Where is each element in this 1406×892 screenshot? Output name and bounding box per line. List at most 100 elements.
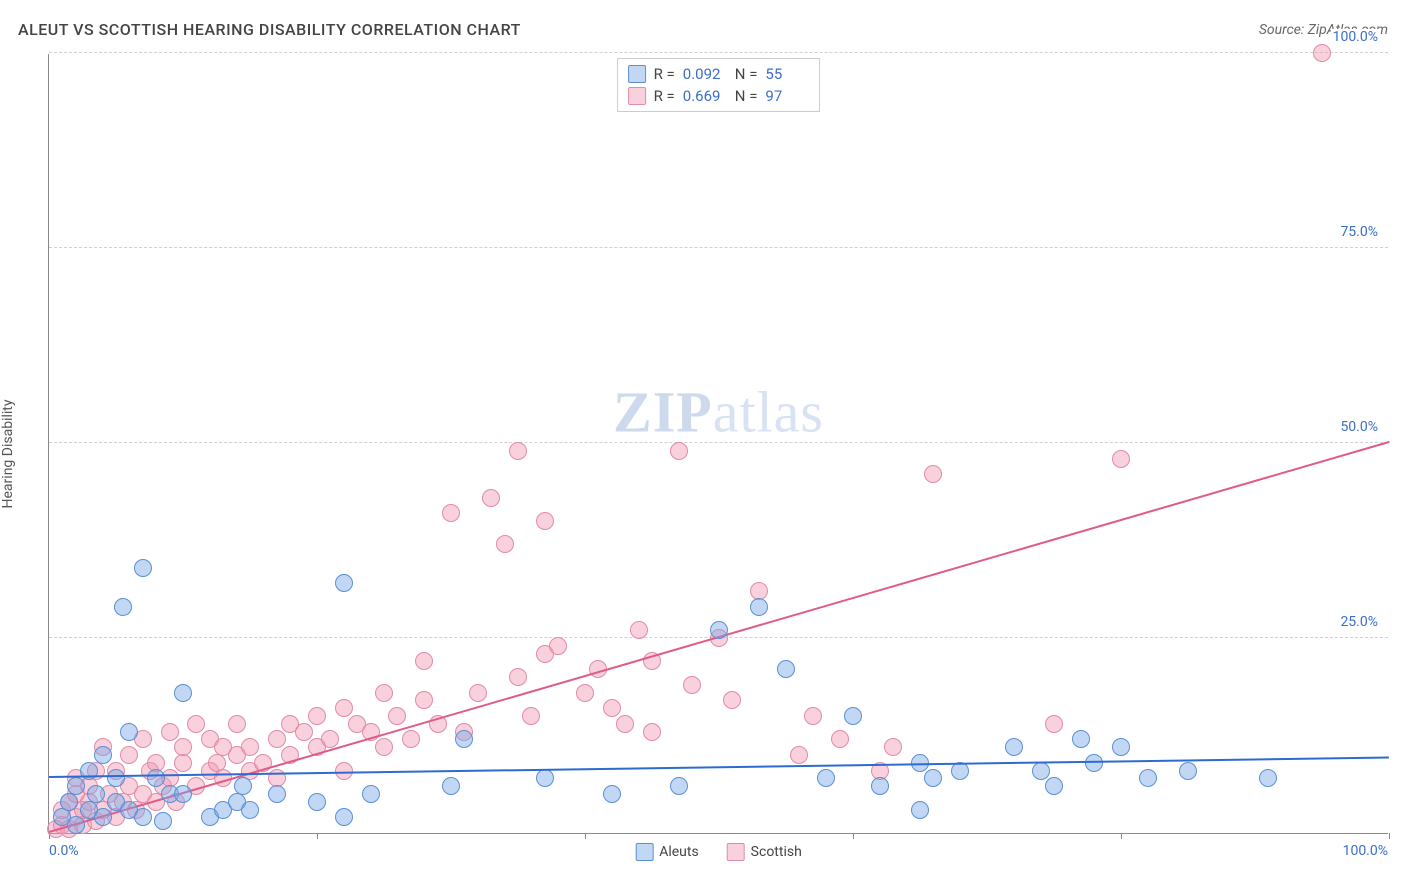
data-point-aleuts [924,769,942,787]
x-tick-min: 0.0% [49,843,79,859]
data-point-scottish [482,489,500,507]
data-point-scottish [576,684,594,702]
data-point-aleuts [871,777,889,795]
data-point-aleuts [335,808,353,826]
x-tick-max: 100.0% [1343,843,1388,859]
data-point-scottish [924,465,942,483]
legend-row-scottish: R = 0.669 N = 97 [628,85,810,107]
data-point-scottish [268,730,286,748]
grid-line [49,52,1388,53]
data-point-aleuts [1179,762,1197,780]
series-legend: Aleuts Scottish [635,843,802,861]
data-point-scottish [884,738,902,756]
data-point-aleuts [114,598,132,616]
swatch-scottish [628,87,646,105]
data-point-scottish [442,504,460,522]
data-point-aleuts [120,723,138,741]
data-point-aleuts [817,769,835,787]
data-point-scottish [469,684,487,702]
data-point-aleuts [174,684,192,702]
chart-title: ALEUT VS SCOTTISH HEARING DISABILITY COR… [18,20,521,39]
data-point-scottish [549,637,567,655]
grid-line [49,442,1388,443]
data-point-aleuts [1139,769,1157,787]
correlation-legend: R = 0.092 N = 55 R = 0.669 N = 97 [617,58,821,112]
data-point-aleuts [911,801,929,819]
data-point-aleuts [67,816,85,834]
data-point-aleuts [87,785,105,803]
data-point-scottish [643,723,661,741]
data-point-aleuts [1045,777,1063,795]
y-axis-label: Hearing Disability [0,400,16,509]
data-point-scottish [670,442,688,460]
data-point-scottish [228,715,246,733]
data-point-aleuts [844,707,862,725]
data-point-scottish [308,707,326,725]
x-tick [1121,833,1122,839]
legend-row-aleuts: R = 0.092 N = 55 [628,63,810,85]
data-point-scottish [174,738,192,756]
data-point-scottish [790,746,808,764]
data-point-aleuts [777,660,795,678]
y-tick-label: 100.0% [1331,29,1380,45]
data-point-scottish [335,699,353,717]
watermark: ZIPatlas [613,379,824,446]
data-point-aleuts [60,793,78,811]
legend-item-scottish: Scottish [727,843,802,861]
data-point-scottish [187,715,205,733]
data-point-scottish [1112,450,1130,468]
data-point-scottish [1045,715,1063,733]
data-point-aleuts [1032,762,1050,780]
x-tick [853,833,854,839]
data-point-aleuts [1005,738,1023,756]
data-point-scottish [509,442,527,460]
data-point-aleuts [67,777,85,795]
data-point-scottish [174,754,192,772]
data-point-aleuts [603,785,621,803]
legend-item-aleuts: Aleuts [635,843,698,861]
data-point-aleuts [147,769,165,787]
data-point-aleuts [134,808,152,826]
data-point-scottish [415,652,433,670]
y-tick-label: 75.0% [1338,224,1380,240]
data-point-aleuts [750,598,768,616]
data-point-aleuts [335,574,353,592]
data-point-scottish [536,512,554,530]
data-point-aleuts [308,793,326,811]
data-point-scottish [522,707,540,725]
grid-line [49,247,1388,248]
data-point-scottish [375,738,393,756]
x-tick [317,833,318,839]
data-point-aleuts [442,777,460,795]
data-point-scottish [723,691,741,709]
data-point-scottish [321,730,339,748]
data-point-aleuts [362,785,380,803]
data-point-aleuts [94,746,112,764]
y-tick-label: 25.0% [1338,614,1380,630]
data-point-scottish [496,535,514,553]
data-point-scottish [630,621,648,639]
swatch-scottish-icon [727,843,745,861]
data-point-aleuts [134,559,152,577]
data-point-scottish [1313,44,1331,62]
data-point-aleuts [107,769,125,787]
data-point-scottish [616,715,634,733]
x-tick [585,833,586,839]
data-point-aleuts [174,785,192,803]
data-point-aleuts [710,621,728,639]
x-tick [1389,833,1390,839]
data-point-aleuts [154,812,172,830]
data-point-scottish [804,707,822,725]
data-point-aleuts [670,777,688,795]
data-point-aleuts [455,730,473,748]
data-point-scottish [295,723,313,741]
y-tick-label: 50.0% [1338,419,1380,435]
data-point-aleuts [268,785,286,803]
swatch-aleuts-icon [635,843,653,861]
data-point-scottish [831,730,849,748]
data-point-scottish [120,746,138,764]
data-point-scottish [415,691,433,709]
data-point-aleuts [241,801,259,819]
swatch-aleuts [628,65,646,83]
data-point-scottish [683,676,701,694]
